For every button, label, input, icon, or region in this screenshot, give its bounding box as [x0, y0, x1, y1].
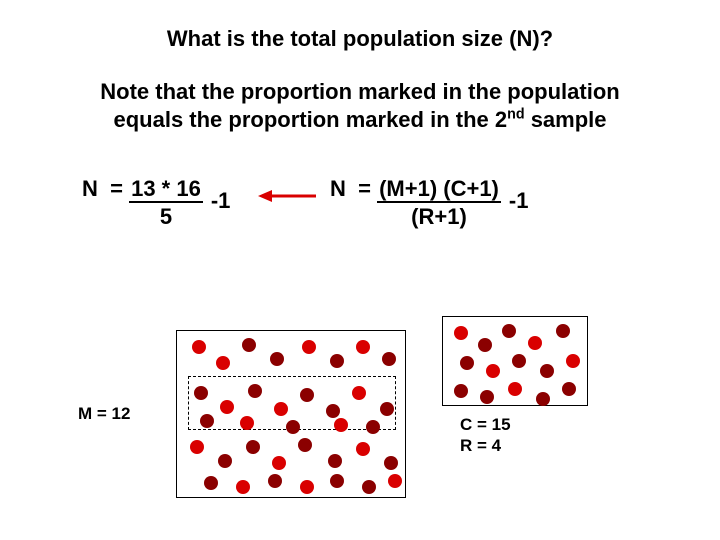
eq-right-den: (R+1) — [377, 203, 501, 231]
population-dot — [380, 402, 394, 416]
population-dot — [240, 416, 254, 430]
population-dot — [302, 340, 316, 354]
population-dot — [352, 386, 366, 400]
sample-dot — [486, 364, 500, 378]
sample-dot — [502, 324, 516, 338]
population-dot — [268, 474, 282, 488]
population-dot — [300, 388, 314, 402]
note-text: Note that the proportion marked in the p… — [0, 78, 720, 133]
arrow-icon — [258, 188, 318, 204]
population-dot — [388, 474, 402, 488]
sample-dot — [562, 382, 576, 396]
population-dot — [334, 418, 348, 432]
population-dot — [204, 476, 218, 490]
population-dot — [272, 456, 286, 470]
population-dot — [246, 440, 260, 454]
population-dot — [270, 352, 284, 366]
population-dot — [382, 352, 396, 366]
population-dot — [274, 402, 288, 416]
eq-right-frac: (M+1) (C+1) (R+1) — [377, 176, 501, 231]
sample-dot — [556, 324, 570, 338]
population-dot — [330, 354, 344, 368]
population-dot — [328, 454, 342, 468]
page-title: What is the total population size (N)? — [0, 26, 720, 52]
eq-left-num: 13 * 16 — [129, 176, 203, 203]
population-dot — [326, 404, 340, 418]
eq-left-den: 5 — [129, 203, 203, 231]
sample-dot — [508, 382, 522, 396]
population-dot — [248, 384, 262, 398]
population-dot — [286, 420, 300, 434]
sample-dot — [454, 384, 468, 398]
equation-left: N = 13 * 16 5 -1 — [82, 176, 230, 231]
population-dot — [218, 454, 232, 468]
r-label: R = 4 — [460, 436, 501, 455]
population-dot — [216, 356, 230, 370]
population-dot — [242, 338, 256, 352]
population-dot — [330, 474, 344, 488]
sample-dot — [478, 338, 492, 352]
sample-dot — [536, 392, 550, 406]
population-dot — [200, 414, 214, 428]
eq-right-lhs: N = — [330, 176, 377, 202]
sample-dot — [512, 354, 526, 368]
population-dot — [300, 480, 314, 494]
sample-dot — [460, 356, 474, 370]
population-dot — [194, 386, 208, 400]
sample-dot — [528, 336, 542, 350]
population-dot — [366, 420, 380, 434]
sample-dot — [480, 390, 494, 404]
population-dot — [192, 340, 206, 354]
population-dot — [362, 480, 376, 494]
sample-dot — [566, 354, 580, 368]
population-dot — [236, 480, 250, 494]
sample-dot — [454, 326, 468, 340]
eq-right-tail: -1 — [509, 188, 529, 214]
note-sup: nd — [507, 106, 524, 122]
note-line2b: sample — [525, 107, 607, 132]
population-dot — [356, 340, 370, 354]
population-dot — [298, 438, 312, 452]
m-label: M = 12 — [78, 404, 130, 424]
c-label: C = 15 — [460, 415, 511, 434]
equation-right: N = (M+1) (C+1) (R+1) -1 — [330, 176, 528, 231]
population-dot — [356, 442, 370, 456]
eq-left-tail: -1 — [211, 188, 231, 214]
population-dot — [384, 456, 398, 470]
eq-left-frac: 13 * 16 5 — [129, 176, 203, 231]
cr-label: C = 15 R = 4 — [460, 414, 511, 457]
note-line2a: equals the proportion marked in the 2 — [113, 107, 507, 132]
eq-right-num: (M+1) (C+1) — [377, 176, 501, 203]
eq-left-lhs: N = — [82, 176, 129, 202]
population-dot — [220, 400, 234, 414]
sample-dot — [540, 364, 554, 378]
population-dot — [190, 440, 204, 454]
note-line1: Note that the proportion marked in the p… — [100, 79, 619, 104]
